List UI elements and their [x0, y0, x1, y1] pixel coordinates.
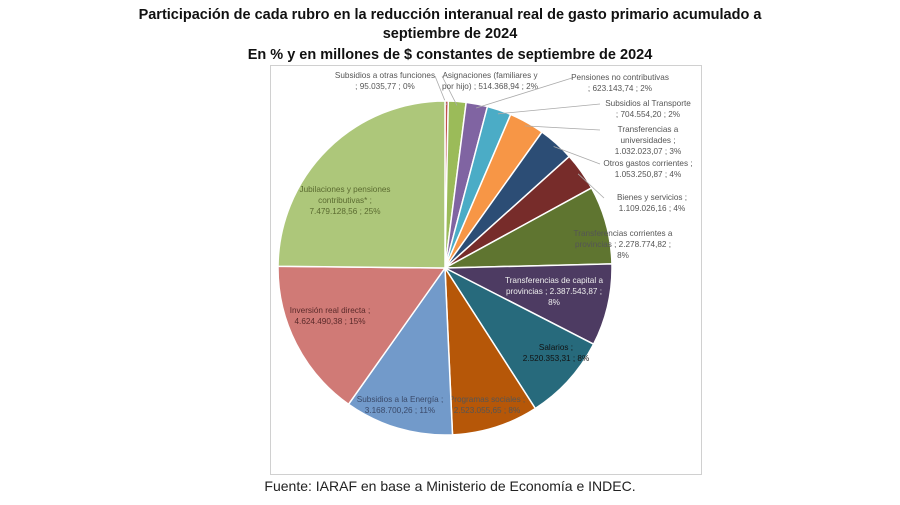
slice-label-line: Transferencias corrientes a [574, 229, 673, 238]
leader-line [497, 103, 601, 115]
slice-label: Programas sociales ; 2.523.055,65 ; 8% [449, 395, 525, 415]
slice-label-line: Bienes y servicios ; [617, 193, 687, 202]
slice-label: Transferencias de capital a provincias ; … [505, 276, 603, 307]
slice-label-line: Programas sociales ; [449, 395, 525, 404]
slice-label: Salarios ; 2.520.353,31 ; 8% [523, 343, 589, 363]
chart-subtitle: En % y en millones de $ constantes de se… [247, 47, 653, 63]
source-note: Fuente: IARAF en base a Ministerio de Ec… [264, 478, 636, 494]
slice-label-line: Jubilaciones y pensiones [299, 185, 390, 194]
slice-label-line: Otros gastos corrientes ; [603, 159, 692, 168]
slice-label: Asignaciones (familiares y por hijo) ; 51… [442, 71, 538, 91]
slice-label-line: Subsidios a otras funciones [335, 71, 435, 80]
slice-label: Transferencias a universidades ; 1.032.023… [615, 125, 681, 156]
slice-label-line: por hijo) ; 514.368,94 ; 2% [442, 82, 538, 91]
slice-label-line: provincias ; 2.278.774,82 ; [575, 240, 671, 249]
slice-label-line: Transferencias de capital a [505, 276, 603, 285]
slice-label-line: Subsidios a la Energía ; [357, 395, 443, 404]
slice-label-line: 2.520.353,31 ; 8% [523, 354, 589, 363]
pie-slice [277, 265, 447, 406]
slice-label-line: 1.032.023,07 ; 3% [615, 147, 681, 156]
slice-label: Otros gastos corrientes ; 1.053.250,87 ; … [603, 159, 692, 179]
slice-label-line: ; 623.143,74 ; 2% [588, 84, 652, 93]
slice-label-line: ; 704.554,20 ; 2% [616, 110, 680, 119]
slice-label-line: contributivas* ; [318, 196, 372, 205]
slice-label: Subsidios a la Energía ; 3.168.700,26 ; 1… [357, 395, 443, 415]
slice-label-line: universidades ; [620, 136, 675, 145]
slice-label: Pensiones no contributivas ; 623.143,74 ;… [571, 73, 669, 93]
pie-slice [442, 266, 595, 410]
chart-frame [270, 65, 702, 475]
slice-label: Subsidios a otras funciones ; 95.035,77 ;… [335, 71, 435, 91]
pie-slice [347, 265, 454, 436]
slice-label: Subsidios al Transporte ; 704.554,20 ; 2% [605, 99, 691, 119]
slice-label-line: 1.053.250,87 ; 4% [615, 170, 681, 179]
slice-label-line: provincias ; 2.387.543,87 ; [506, 287, 602, 296]
chart-title-line-1: Participación de cada rubro en la reducc… [138, 7, 762, 23]
leader-line [476, 77, 573, 109]
slice-label-line: 8% [617, 251, 629, 260]
slice-label-line: ; 95.035,77 ; 0% [355, 82, 415, 91]
leader-line [441, 75, 458, 106]
slice-label: Transferencias corrientes a provincias ; … [574, 229, 673, 260]
slice-label-line: 1.109.026,16 ; 4% [619, 204, 685, 213]
slice-label-line: 7.479.128,56 ; 25% [309, 207, 380, 216]
slice-label-line: 8% [548, 298, 560, 307]
leader-line [553, 146, 601, 165]
slice-label: Jubilaciones y pensiones contributivas* ;… [299, 185, 390, 216]
slice-label: Bienes y servicios ; 1.109.026,16 ; 4% [617, 193, 687, 213]
slice-label-line: Inversión real directa ; [290, 306, 371, 315]
slice-label-line: 4.624.490,38 ; 15% [294, 317, 365, 326]
slice-label-line: Transferencias a [618, 125, 679, 134]
chart-title-line-2: septiembre de 2024 [382, 26, 518, 42]
leader-line [434, 75, 447, 106]
leader-line [577, 173, 605, 199]
slice-label: Inversión real directa ; 4.624.490,38 ; 1… [290, 306, 371, 326]
slice-label-line: 2.523.055,65 ; 8% [454, 406, 520, 415]
pie-slice [277, 100, 446, 269]
slice-label-line: Subsidios al Transporte [605, 99, 691, 108]
slice-label-line: Pensiones no contributivas [571, 73, 669, 82]
pie-slice [444, 265, 537, 436]
slice-label-line: 3.168.700,26 ; 11% [365, 406, 435, 415]
leader-line [524, 125, 601, 131]
slice-label-line: Salarios ; [539, 343, 573, 352]
slice-label-line: Asignaciones (familiares y [442, 71, 538, 80]
